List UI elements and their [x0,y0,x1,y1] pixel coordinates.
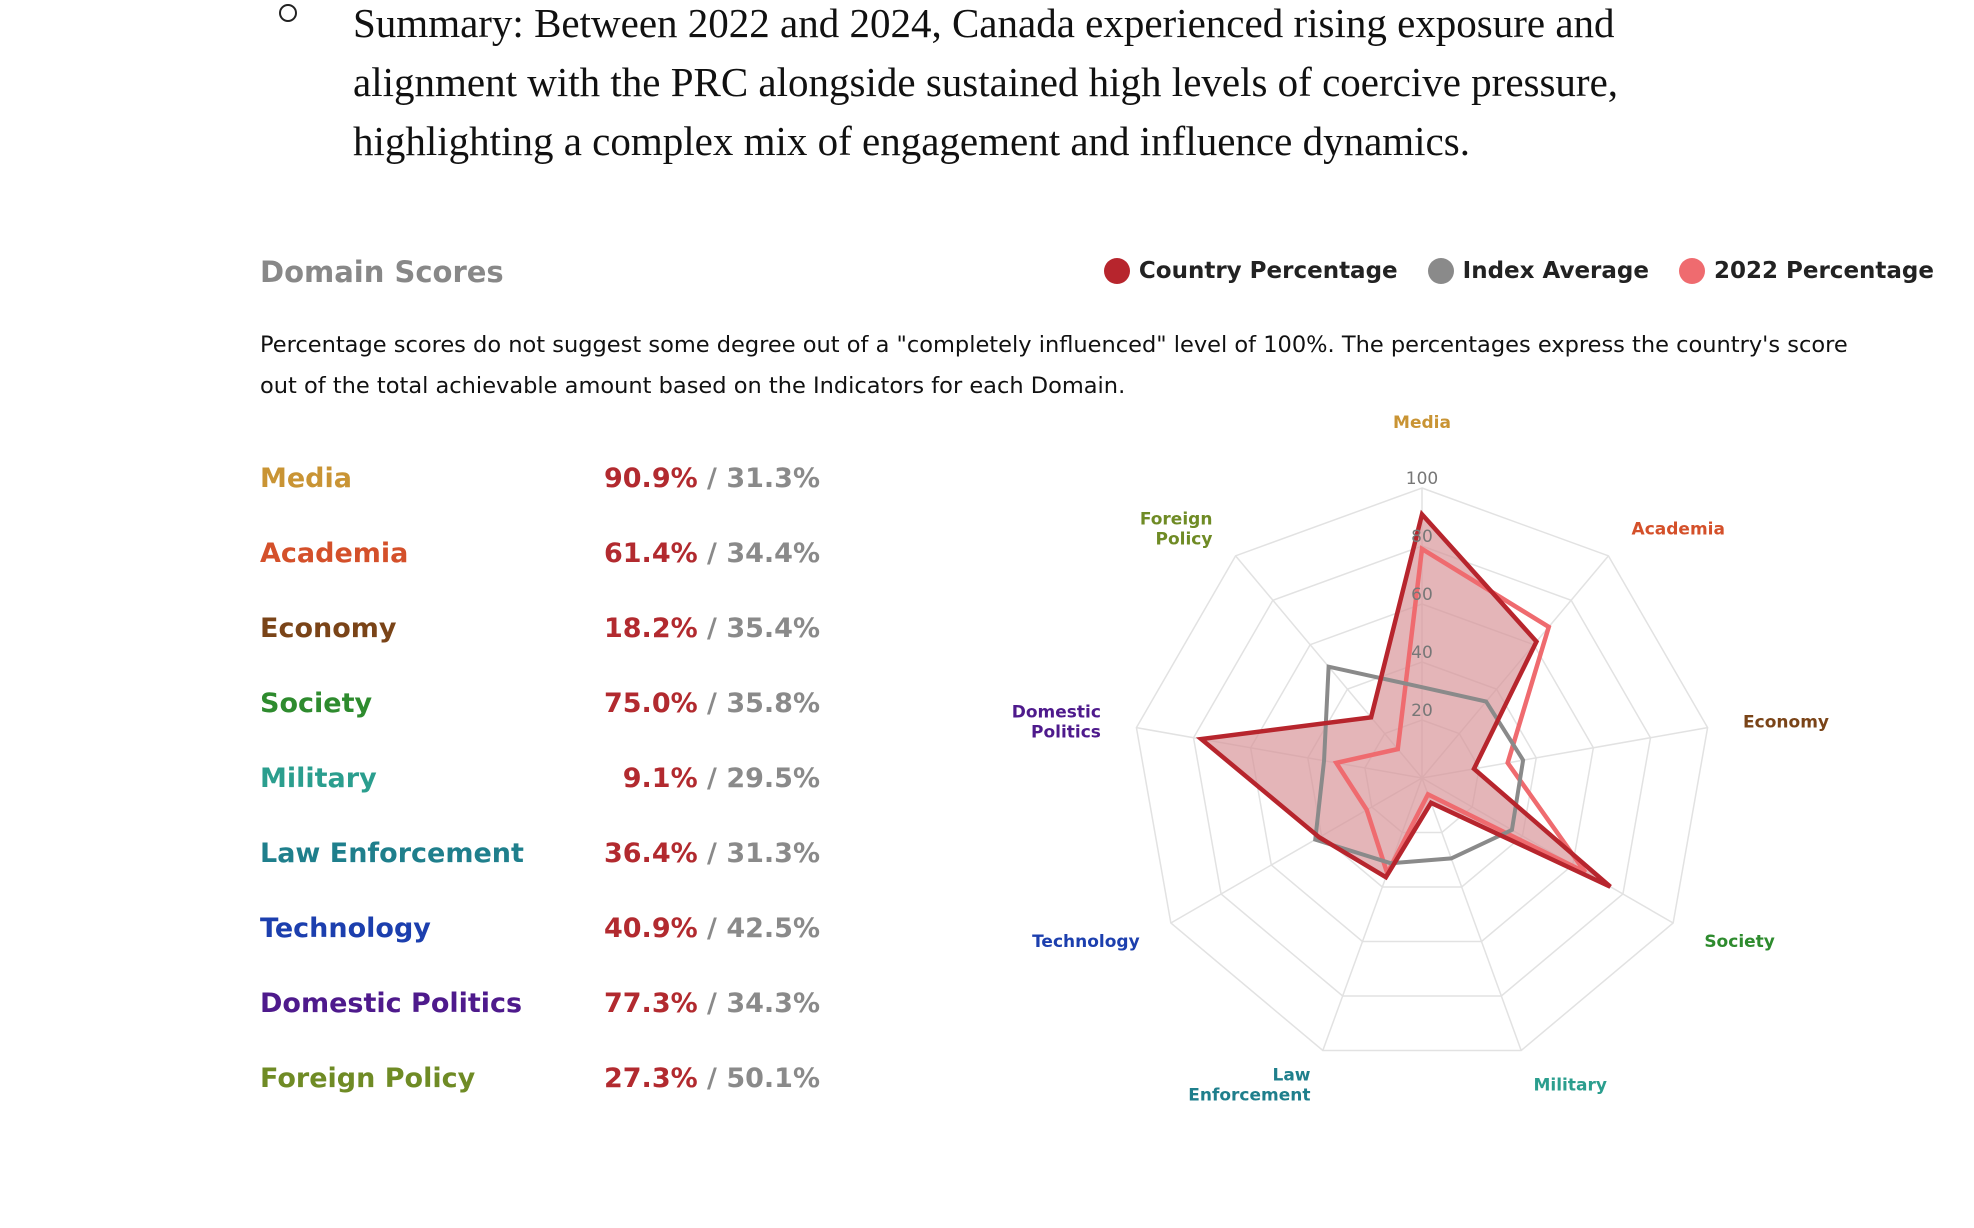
radar-axis-label: Media [1393,413,1451,433]
radar-axis-label: Academia [1632,519,1725,539]
legend-item-index[interactable]: Index Average [1427,258,1649,284]
domain-values: 90.9% / 31.3% [604,463,820,494]
radar-axis-label: Politics [1031,722,1101,742]
prev-dot-icon [1678,258,1705,284]
domain-row: Technology 40.9% / 42.5% [260,913,820,988]
radar-axis-label: Domestic [1012,702,1101,722]
domain-values: 36.4% / 31.3% [604,838,820,869]
country-dot-icon [1103,258,1130,284]
bullet-circle-icon [279,4,297,22]
domain-name: Society [260,688,373,719]
domain-row: Economy 18.2% / 35.4% [260,613,820,688]
domain-row: Media 90.9% / 31.3% [260,463,820,538]
domain-row: Society 75.0% / 35.8% [260,688,820,763]
domain-name: Law Enforcement [260,838,524,869]
index-score: 34.3% [726,988,820,1019]
domain-values: 40.9% / 42.5% [604,913,820,944]
score-note: Percentage scores do not suggest some de… [260,332,1848,399]
domain-values: 61.4% / 34.4% [604,538,820,569]
domain-values: 18.2% / 35.4% [604,613,820,644]
domain-name: Academia [260,538,409,569]
domain-name: Media [260,463,352,494]
index-dot-icon [1427,258,1454,284]
index-score: 31.3% [726,838,820,869]
country-score: 77.3% [603,988,698,1019]
country-score: 18.2% [603,613,698,644]
score-separator: / [697,913,727,944]
score-separator: / [697,763,727,794]
radar-tick-label: 100 [1406,469,1438,489]
chart-legend: Country Percentage Index Average 2022 Pe… [1103,258,1934,284]
section-title: Domain Scores [260,255,504,289]
domain-values: 9.1% / 29.5% [623,763,820,794]
radar-axis-label: Military [1533,1075,1606,1095]
country-score: 75.0% [603,688,698,719]
radar-grid-ring [1192,545,1652,997]
index-score: 35.4% [726,613,820,644]
domain-row: Military 9.1% / 29.5% [260,763,820,838]
country-score: 40.9% [603,913,698,944]
radar-tick-label: 80 [1411,527,1433,547]
legend-label-index: Index Average [1462,258,1649,284]
domain-name: Foreign Policy [260,1063,476,1094]
radar-axis-label: Society [1704,932,1775,952]
domain-values: 27.3% / 50.1% [604,1063,820,1094]
radar-tick-label: 20 [1411,701,1433,721]
radar-axis-label: Law [1272,1065,1310,1085]
score-separator: / [697,463,727,494]
radar-axis-label: Enforcement [1188,1085,1310,1105]
radar-axis-label: Policy [1155,529,1212,549]
radar-grid-ring [1249,603,1595,943]
summary-paragraph: Summary: Between 2022 and 2024, Canada e… [279,0,1785,171]
radar-grid-ring [1135,487,1709,1052]
legend-item-prev[interactable]: 2022 Percentage [1678,258,1934,284]
domain-name: Economy [260,613,397,644]
index-score: 31.3% [726,463,820,494]
score-separator: / [697,988,727,1019]
series-country-line [1195,509,1612,889]
score-separator: / [697,838,727,869]
country-score: 27.3% [603,1063,698,1094]
domain-score-list: Media 90.9% / 31.3% Academia 61.4% / 34.… [260,463,820,1138]
index-score: 34.4% [726,538,820,569]
radar-axis-label: Foreign [1140,509,1213,529]
legend-label-prev: 2022 Percentage [1713,258,1934,284]
country-score: 90.9% [603,463,698,494]
index-score: 29.5% [726,763,820,794]
radar-axis-label: Technology [1032,932,1140,952]
index-score: 35.8% [726,688,820,719]
domain-row: Academia 61.4% / 34.4% [260,538,820,613]
domain-row: Foreign Policy 27.3% / 50.1% [260,1063,820,1138]
domain-row: Law Enforcement 36.4% / 31.3% [260,838,820,913]
country-score: 9.1% [622,763,698,794]
series-2022-line [1332,545,1588,880]
index-score: 42.5% [726,913,820,944]
series-index-line [1313,664,1526,866]
domain-name: Domestic Politics [260,988,523,1019]
country-score: 36.4% [603,838,698,869]
legend-label-country: Country Percentage [1138,258,1398,284]
summary-text: Summary: Between 2022 and 2024, Canada e… [353,0,1619,164]
domain-values: 77.3% / 34.3% [604,988,820,1019]
domain-name: Technology [260,913,431,944]
legend-item-country[interactable]: Country Percentage [1103,258,1398,284]
score-separator: / [697,1063,727,1094]
score-separator: / [697,688,727,719]
domain-name: Military [260,763,377,794]
radar-tick-label: 40 [1411,643,1433,663]
domain-row: Domestic Politics 77.3% / 34.3% [260,988,820,1063]
radar-spoke [1421,777,1522,1051]
country-score: 61.4% [603,538,698,569]
radar-axis-label: Economy [1743,712,1829,732]
score-separator: / [697,538,727,569]
index-score: 50.1% [726,1063,820,1094]
domain-values: 75.0% / 35.8% [604,688,820,719]
radar-tick-label: 60 [1411,585,1433,605]
score-separator: / [697,613,727,644]
